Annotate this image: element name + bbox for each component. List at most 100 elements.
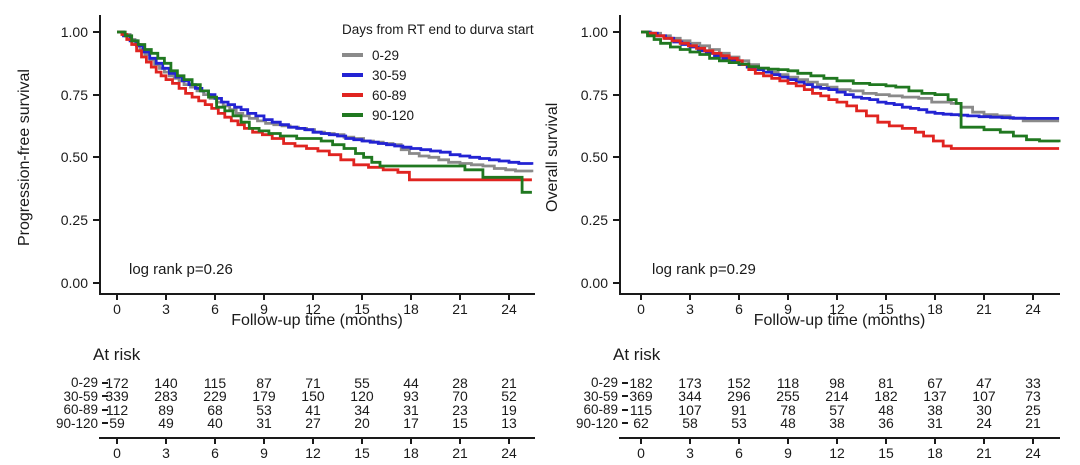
risk-count: 19 — [501, 401, 517, 418]
risk-count: 28 — [452, 374, 468, 391]
risk-axis-tick-label: 3 — [686, 445, 694, 461]
y-tick-label: 1.00 — [580, 24, 608, 40]
x-tick-label: 0 — [113, 301, 121, 317]
km-curve-0-29 — [641, 30, 1060, 123]
x-tick — [933, 295, 936, 300]
x-tick-label: 12 — [829, 301, 845, 317]
risk-axis-tick-label: 3 — [162, 445, 170, 461]
x-tick-label: 24 — [1025, 301, 1041, 317]
risk-count: 71 — [305, 374, 321, 391]
risk-axis-line — [99, 437, 535, 439]
risk-count: 31 — [403, 401, 419, 418]
x-tick — [640, 295, 642, 300]
risk-count: 52 — [501, 388, 517, 404]
x-tick-label: 9 — [784, 301, 792, 317]
risk-count: 93 — [403, 388, 419, 404]
x-tick-label: 21 — [976, 301, 992, 317]
risk-count: 20 — [354, 415, 370, 431]
risk-count: 296 — [727, 388, 751, 404]
risk-count: 137 — [923, 388, 947, 404]
legend-line-swatch — [342, 113, 363, 117]
risk-axis-tick — [884, 439, 887, 444]
legend-item: 60-89 — [342, 85, 534, 105]
risk-count: 229 — [203, 388, 227, 404]
x-tick-label: 9 — [260, 301, 268, 317]
legend-line-swatch — [342, 73, 363, 77]
risk-count: 38 — [927, 401, 943, 418]
legend-item-label: 90-120 — [372, 107, 415, 123]
risk-count: 49 — [158, 415, 174, 431]
risk-count: 173 — [678, 374, 702, 391]
y-tick — [613, 156, 619, 159]
risk-row-tick — [102, 381, 108, 384]
y-tick — [613, 93, 619, 96]
risk-axis-tick — [688, 439, 691, 444]
risk-axis-tick-label: 6 — [211, 445, 219, 461]
risk-count: 41 — [305, 401, 321, 418]
risk-count: 27 — [305, 415, 321, 431]
y-tick-label: 0.75 — [60, 86, 88, 103]
risk-count: 25 — [1025, 401, 1041, 418]
risk-count: 339 — [105, 388, 129, 404]
x-axis-line — [99, 293, 535, 295]
risk-count: 53 — [731, 415, 747, 431]
risk-axis-tick-label: 12 — [305, 445, 321, 461]
at-risk-title-left: At risk — [93, 345, 141, 364]
y-axis-line — [99, 15, 101, 295]
risk-axis-tick-label: 0 — [637, 445, 645, 461]
x-tick — [360, 295, 363, 300]
x-tick — [458, 295, 461, 300]
risk-axis-tick — [640, 439, 642, 444]
x-tick — [409, 295, 412, 300]
risk-axis-tick — [164, 439, 167, 444]
risk-axis-tick-label: 15 — [878, 445, 894, 461]
risk-count: 36 — [878, 415, 894, 431]
risk-row-label: 90-120 — [55, 415, 98, 431]
x-tick — [982, 295, 985, 300]
x-tick — [262, 295, 265, 300]
risk-count: 47 — [976, 374, 992, 391]
risk-row-tick — [102, 422, 108, 424]
km-curve-60-89 — [117, 30, 532, 182]
risk-count: 23 — [452, 401, 468, 418]
risk-count: 24 — [976, 415, 992, 431]
x-tick-label: 6 — [735, 301, 743, 317]
legend-item-label: 60-89 — [372, 87, 407, 103]
risk-axis-tick — [409, 439, 412, 444]
y-tick — [93, 31, 99, 33]
risk-count: 70 — [452, 388, 468, 404]
x-tick — [311, 295, 314, 300]
risk-axis-tick-label: 9 — [784, 445, 792, 461]
risk-count: 31 — [256, 415, 272, 431]
legend: Days from RT end to durva start 0-29 30-5… — [342, 22, 534, 125]
y-tick — [93, 281, 99, 284]
risk-row-label: 30-59 — [583, 388, 618, 404]
risk-count: 283 — [154, 388, 178, 404]
risk-count: 140 — [154, 374, 178, 391]
risk-count: 44 — [403, 374, 419, 391]
x-axis-title-left: Follow-up time (months) — [231, 312, 403, 329]
x-tick-label: 3 — [686, 301, 694, 317]
risk-row-tick — [622, 381, 628, 384]
x-tick — [786, 295, 789, 300]
risk-count: 115 — [203, 374, 227, 391]
risk-count: 344 — [678, 388, 702, 404]
y-axis-line — [619, 15, 621, 295]
risk-count: 73 — [1025, 388, 1041, 404]
risk-count: 31 — [927, 415, 943, 431]
legend-title: Days from RT end to durva start — [342, 22, 534, 37]
risk-axis-tick — [116, 439, 118, 444]
risk-count: 38 — [829, 415, 845, 431]
x-tick — [835, 295, 838, 300]
y-tick — [613, 218, 619, 221]
risk-count: 81 — [878, 374, 894, 391]
risk-row-tick — [102, 395, 108, 397]
y-tick — [93, 156, 99, 159]
risk-count: 59 — [109, 415, 125, 431]
risk-count: 57 — [829, 401, 845, 418]
risk-axis-tick-label: 18 — [403, 445, 419, 461]
x-tick — [1031, 295, 1034, 300]
risk-row-tick — [622, 395, 628, 397]
km-curve-30-59 — [117, 30, 534, 165]
